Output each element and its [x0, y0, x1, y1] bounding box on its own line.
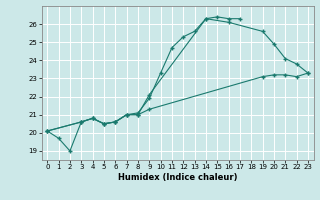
X-axis label: Humidex (Indice chaleur): Humidex (Indice chaleur): [118, 173, 237, 182]
